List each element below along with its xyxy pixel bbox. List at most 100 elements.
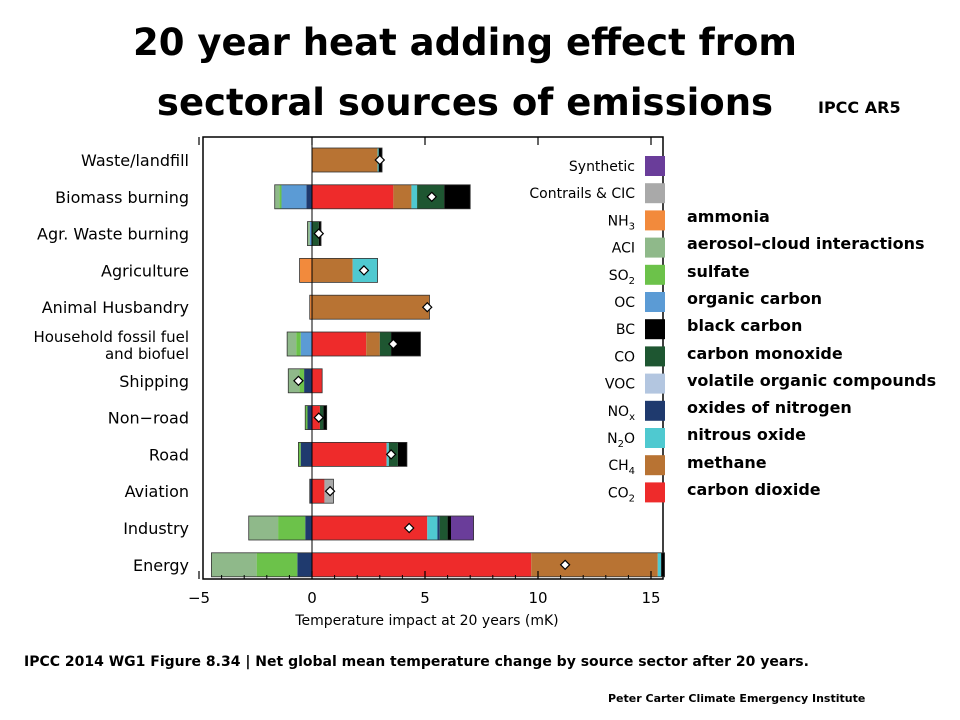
bar-household-fossil-fuel-and-biofuel-ch4	[366, 332, 380, 356]
bar-industry-nox-negative	[305, 516, 312, 540]
bar-biomass-burning-co2	[312, 184, 394, 209]
sector-label-waste-landfill: Waste/landfill	[81, 151, 189, 170]
legend-label-voc: VOC	[605, 377, 635, 393]
figure-caption: IPCC 2014 WG1 Figure 8.34 | Net global m…	[24, 654, 809, 670]
bar-energy-aci-negative	[211, 552, 257, 577]
net-marker-road	[385, 449, 397, 460]
bar-household-fossil-fuel-and-biofuel-co	[379, 332, 392, 356]
bar-road-bc	[397, 442, 407, 467]
net-marker-aviation	[324, 485, 336, 497]
net-marker-non-road	[313, 412, 325, 423]
bar-road-nox-negative	[300, 442, 312, 467]
legend-label-oc: OC	[614, 295, 635, 311]
bar-road-so2-negative	[298, 442, 301, 467]
x-tick-label: 10	[528, 589, 547, 607]
legend-swatch-bc	[645, 319, 665, 340]
gas-description-sulfate: sulfate	[687, 261, 750, 281]
gas-description-carbon-dioxide: carbon dioxide	[687, 480, 821, 499]
bar-outline-industry	[248, 515, 474, 541]
net-marker-industry	[403, 522, 415, 534]
legend: Synthetic Contrails & CIC NH3 ACI SO2 OC BC CO V…	[529, 156, 665, 504]
gas-description-organic-carbon: organic carbon	[687, 288, 823, 308]
legend-label-nh3: NH3	[608, 213, 635, 232]
bar-aviation-co2	[312, 479, 325, 504]
net-marker-agr-waste-burning	[313, 228, 325, 239]
sector-label-biomass-burning: Biomass burning	[55, 188, 189, 207]
gas-description-methane: methane	[687, 452, 767, 472]
bar-energy-ch4	[531, 552, 658, 577]
bar-energy-n2o	[657, 552, 662, 577]
bar-industry-co	[439, 516, 448, 540]
legend-swatch-voc	[645, 373, 665, 394]
bar-shipping-co2	[312, 368, 323, 393]
credit-line: Peter Carter Climate Emergency Institute	[608, 692, 866, 705]
page-title-line-1: 20 year heat adding effect from	[133, 21, 797, 64]
bar-energy-nox-negative	[297, 552, 312, 577]
bar-household-fossil-fuel-and-biofuel-so2-negative	[296, 332, 301, 356]
net-marker-household-fossil-fuel-and-biofuel	[388, 338, 399, 350]
sector-label-household-fossil-fuel-and-biofuel-line-2: and biofuel	[105, 345, 189, 363]
x-tick-label: 5	[420, 589, 430, 607]
bar-outline-biomass-burning	[274, 184, 471, 210]
sector-label-shipping: Shipping	[119, 372, 189, 391]
sector-labels-layer: Waste/landfill Biomass burning Agr. Waste …	[33, 151, 189, 575]
bar-biomass-burning-nox-negative	[306, 184, 312, 209]
net-marker-shipping	[293, 375, 304, 387]
net-marker-biomass-burning	[426, 191, 438, 203]
sector-label-energy: Energy	[133, 556, 189, 575]
legend-label-n2o: N2O	[607, 431, 635, 450]
x-tick-label: 0	[307, 589, 317, 607]
gas-description-ammonia: ammonia	[687, 207, 770, 226]
bar-energy-co2	[312, 552, 532, 577]
bar-agriculture-nh3-negative	[299, 258, 312, 283]
sector-label-aviation: Aviation	[125, 482, 189, 501]
bar-agr-waste-burning-aci-negative	[307, 221, 310, 246]
bar-biomass-burning-n2o	[411, 184, 418, 209]
legend-swatch-aci	[645, 237, 665, 258]
page-title-line-2: sectoral sources of emissions	[156, 81, 774, 124]
sector-label-agr-waste-burning: Agr. Waste burning	[37, 225, 189, 244]
legend-label-aci: ACI	[612, 241, 635, 257]
legend-swatch-co2	[645, 482, 665, 503]
bar-agr-waste-burning-oc-negative	[309, 221, 312, 246]
net-marker-agriculture	[358, 265, 370, 276]
bar-agriculture-ch4	[312, 258, 353, 283]
bar-animal-husbandry-ch4	[312, 295, 430, 320]
bar-industry-so2-negative	[278, 516, 306, 540]
source-tag: IPCC AR5	[818, 98, 901, 117]
sector-label-agriculture: Agriculture	[101, 261, 189, 280]
gas-description-oxides-of-nitrogen: oxides of nitrogen	[687, 398, 852, 418]
bar-outline-household-fossil-fuel-and-biofuel	[286, 331, 421, 357]
bar-industry-synthetic	[450, 516, 474, 540]
bar-non-road-so2-negative	[305, 405, 308, 430]
sector-label-non-road: Non−road	[108, 409, 189, 428]
bar-outline-agriculture	[299, 257, 378, 283]
legend-swatch-n2o	[645, 428, 665, 448]
net-markers-layer	[293, 154, 571, 571]
legend-swatch-ch4	[645, 455, 665, 476]
bar-aviation-nox-negative	[309, 479, 312, 504]
bar-household-fossil-fuel-and-biofuel-co2	[312, 332, 367, 356]
gas-description-carbon-monoxide: carbon monoxide	[687, 343, 843, 363]
net-marker-animal-husbandry	[421, 301, 433, 313]
bar-household-fossil-fuel-and-biofuel-aci-negative	[287, 332, 297, 356]
legend-swatch-contrails-cic	[645, 183, 665, 204]
bar-outline-energy	[211, 552, 665, 578]
net-marker-energy	[559, 559, 571, 571]
bars-layer	[211, 147, 665, 578]
legend-label-so2: SO2	[609, 268, 635, 287]
bar-biomass-burning-so2-negative	[279, 184, 282, 209]
legend-swatch-co	[645, 346, 665, 367]
bar-biomass-burning-ch4	[393, 184, 412, 209]
bar-biomass-burning-bc	[444, 184, 471, 209]
bar-non-road-bc	[323, 405, 327, 430]
legend-label-nox: NOx	[608, 404, 636, 423]
bar-non-road-nox-negative	[307, 405, 312, 430]
bar-animal-husbandry-nh3-negative	[309, 295, 312, 320]
bar-outline-shipping	[287, 368, 323, 394]
bar-energy-so2-negative	[256, 552, 298, 577]
gas-description-nitrous-oxide: nitrous oxide	[687, 425, 806, 445]
net-marker-waste-landfill	[374, 154, 386, 166]
bar-industry-aci-negative	[248, 516, 279, 540]
